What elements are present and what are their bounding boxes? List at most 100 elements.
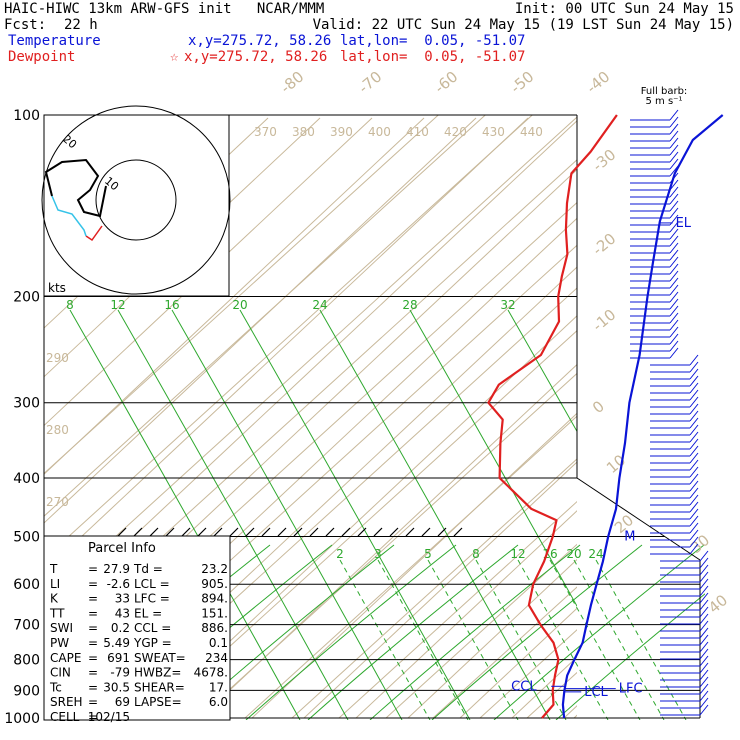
moist-adiabat-line	[493, 544, 705, 720]
pressure-label: 900	[13, 683, 40, 699]
pressure-label: 1000	[4, 711, 40, 727]
wind-barb-flag	[669, 200, 679, 212]
wind-barb-flag	[689, 466, 699, 478]
wind-barb-flag	[669, 228, 679, 240]
wind-barb-flag	[669, 193, 679, 205]
parcel-value: 102/15	[88, 710, 130, 724]
wind-barb-flag	[669, 319, 679, 331]
dry-adiabat-line	[199, 363, 577, 719]
theta-label-lower: 290	[46, 351, 69, 365]
pressure-label: 500	[13, 529, 40, 545]
wind-barb-flag	[669, 249, 679, 261]
pressure-label: 700	[13, 618, 40, 634]
isotherm-label: -10	[589, 306, 619, 336]
isotherm-label: 40	[705, 591, 731, 617]
isotherm-line	[44, 115, 486, 517]
isotherm-label: -50	[507, 68, 537, 98]
dry-adiabat-line	[44, 117, 477, 524]
isotherm-line	[197, 372, 577, 719]
isotherm-label: -40	[583, 68, 613, 98]
hatch-mark	[277, 527, 287, 537]
mixing-ratio-dashed-line	[475, 559, 567, 720]
wind-barb-flag	[699, 697, 709, 709]
parcel-eq: =	[88, 680, 98, 694]
wind-barb-flag	[669, 291, 679, 303]
wind-barb-flag	[669, 116, 679, 128]
wind-barb-flag	[669, 109, 679, 121]
header-fcst-label: Fcst:	[4, 17, 47, 33]
wind-barb-flag	[669, 221, 679, 233]
parcel-eq: =	[88, 651, 98, 665]
wind-barb-flag	[699, 669, 709, 681]
mixing-ratio-label-lower: 12	[510, 547, 525, 561]
temperature-latlon: lat,lon= 0.05, -51.07	[340, 33, 526, 49]
dry-adiabat-line	[147, 315, 577, 719]
mixing-ratio-line	[319, 309, 551, 720]
theta-label-lower: 270	[46, 495, 69, 509]
parcel-value: -79	[110, 666, 130, 680]
annotation-label: M	[624, 529, 635, 544]
isotherm-line	[291, 458, 577, 719]
mixing-ratio-label: 12	[110, 298, 125, 312]
dewpoint-latlon: lat,lon= 0.05, -51.07	[340, 49, 526, 65]
mixing-ratio-dashed-line	[573, 559, 665, 720]
parcel-value2: 0.1	[209, 636, 228, 650]
wind-barb-flag	[699, 676, 709, 688]
dry-adiabat-line	[668, 118, 740, 718]
parcel-value: 691	[107, 651, 130, 665]
wind-barb-flag	[669, 256, 679, 268]
wind-barb-flag	[699, 641, 709, 653]
dry-adiabat-line	[355, 510, 577, 719]
wind-barb-flag	[699, 648, 709, 660]
mixing-ratio-label: 28	[402, 298, 417, 312]
temperature-profile	[561, 114, 724, 719]
parcel-key: PW	[50, 636, 69, 650]
dry-adiabat-line	[44, 117, 373, 427]
hatch-mark	[181, 527, 191, 537]
wind-barb-flag	[689, 424, 699, 436]
parcel-key: CELL	[50, 710, 80, 724]
wind-barb-flag	[669, 340, 679, 352]
parcel-value: 43	[115, 606, 130, 620]
wind-barb-flag	[699, 550, 709, 562]
mixing-ratio-label: 16	[164, 298, 179, 312]
wind-barb-flag	[689, 515, 699, 527]
wind-barb-flag	[699, 690, 709, 702]
wind-barb-flag	[689, 536, 699, 548]
parcel-key: SREH	[50, 695, 83, 709]
wind-barb-flag	[689, 382, 699, 394]
hodograph-trace-cyan	[51, 195, 87, 237]
isotherm-line	[526, 671, 577, 719]
wind-barb-flag	[669, 207, 679, 219]
wind-barb-flag	[689, 480, 699, 492]
parcel-eq: =	[88, 695, 98, 709]
mixing-ratio-label: 8	[66, 298, 74, 312]
wind-barb-flag	[699, 634, 709, 646]
parcel-value2: 23.2	[201, 562, 228, 576]
pressure-label: 300	[13, 396, 40, 412]
dewpoint-star-icon: ☆	[170, 49, 179, 65]
wind-barb-flag	[689, 473, 699, 485]
wind-barb-flag	[699, 571, 709, 583]
wind-barb-flag	[699, 557, 709, 569]
parcel-key: LI	[50, 577, 60, 591]
hatch-mark	[421, 527, 431, 537]
hatch-mark	[245, 527, 255, 537]
hatch-mark	[325, 527, 335, 537]
wind-barb-flag	[669, 186, 679, 198]
pressure-label: 100	[13, 108, 40, 124]
wind-barb-flag	[669, 263, 679, 275]
isotherm-label: -20	[589, 230, 619, 260]
parcel-key: CAPE	[50, 651, 81, 665]
mixing-ratio-label-lower: 24	[588, 547, 603, 561]
parcel-key: T	[49, 562, 58, 576]
parcel-eq: =	[88, 592, 98, 606]
parcel-value: -2.6	[107, 577, 130, 591]
mixing-ratio-dashed-line	[339, 559, 431, 720]
parcel-value2: 6.0	[209, 695, 228, 709]
hatch-mark	[389, 527, 399, 537]
wind-barb-flag	[669, 137, 679, 149]
isotherm-line	[150, 330, 577, 719]
theta-label: 440	[520, 125, 543, 139]
right-axis-bend	[576, 477, 701, 561]
